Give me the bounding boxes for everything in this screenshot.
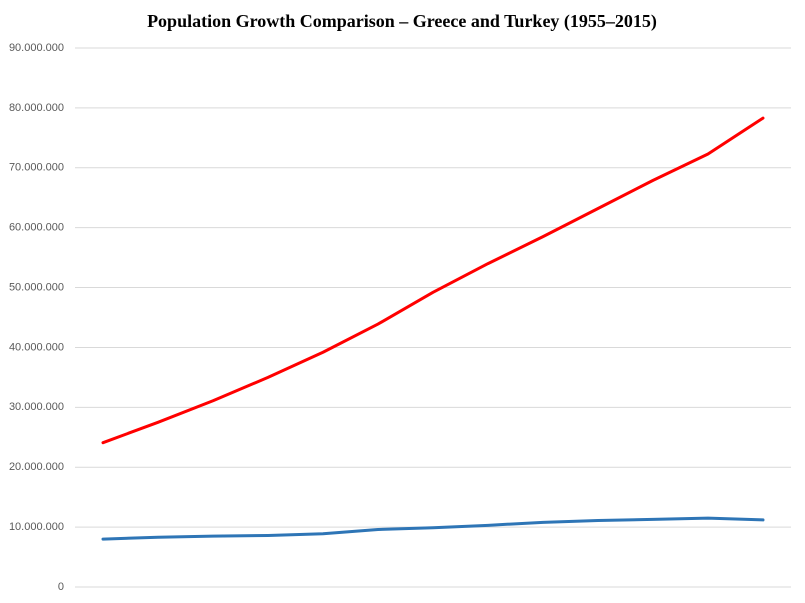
y-tick-label: 0 bbox=[58, 581, 64, 593]
y-tick-label: 20.000.000 bbox=[9, 461, 64, 473]
series-line bbox=[101, 516, 765, 541]
y-tick-label: 70.000.000 bbox=[9, 162, 64, 174]
y-tick-label: 30.000.000 bbox=[9, 401, 64, 413]
y-tick-label: 50.000.000 bbox=[9, 281, 64, 293]
y-tick-label: 90.000.000 bbox=[9, 42, 64, 54]
y-tick-label: 60.000.000 bbox=[9, 222, 64, 234]
chart-title: Population Growth Comparison – Greece an… bbox=[147, 11, 657, 32]
series-line bbox=[101, 116, 765, 445]
y-tick-label: 10.000.000 bbox=[9, 521, 64, 533]
y-tick-label: 80.000.000 bbox=[9, 102, 64, 114]
y-tick-label: 40.000.000 bbox=[9, 341, 64, 353]
